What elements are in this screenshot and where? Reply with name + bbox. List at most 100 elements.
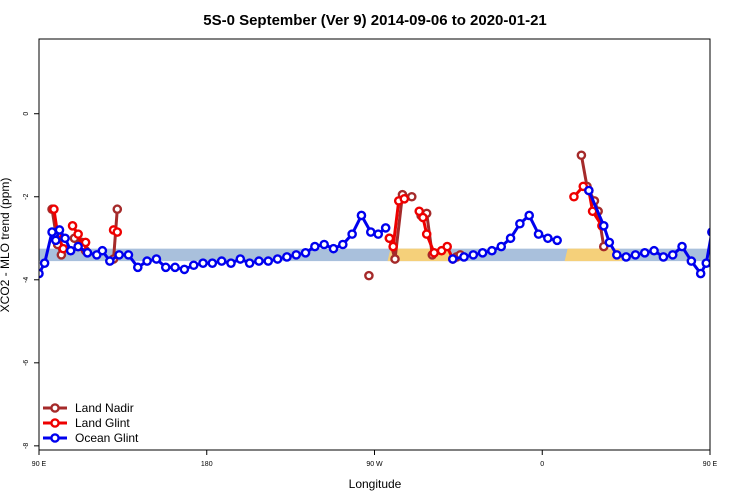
data-point — [82, 248, 93, 258]
legend-item: Ocean Glint — [43, 431, 139, 445]
x-tick-label: 90 E — [32, 461, 47, 468]
data-point — [216, 256, 227, 266]
x-tick-label: 0 — [540, 461, 544, 468]
data-point — [459, 252, 469, 262]
data-point — [188, 260, 199, 271]
data-point — [373, 229, 384, 239]
data-point — [235, 254, 246, 264]
data-point — [621, 252, 631, 262]
data-point — [418, 212, 428, 223]
data-point — [667, 250, 678, 260]
data-point — [151, 254, 162, 264]
data-point — [54, 225, 65, 235]
data-point — [533, 229, 544, 239]
data-point — [291, 250, 302, 260]
data-point — [47, 227, 57, 237]
y-tick-label: -4 — [23, 277, 30, 283]
data-point — [468, 250, 479, 260]
legend-label: Ocean Glint — [75, 431, 139, 445]
data-point — [380, 223, 391, 233]
chart-title: 5S-0 September (Ver 9) 2014-09-06 to 202… — [203, 12, 547, 29]
data-point — [244, 258, 255, 268]
y-axis: 0 -2 -4 -6 -8 — [23, 112, 39, 449]
legend-marker — [50, 403, 60, 413]
data-point — [112, 204, 123, 215]
data-point — [677, 241, 687, 252]
data-point — [477, 248, 488, 258]
data-point — [406, 191, 417, 202]
data-point — [114, 250, 124, 260]
data-point — [319, 239, 329, 250]
data-point — [496, 241, 507, 252]
reference-band — [39, 248, 710, 262]
data-point — [198, 258, 208, 268]
data-point — [524, 210, 535, 221]
y-axis-label: XCO2 - MLO trend (ppm) — [0, 178, 12, 313]
data-point — [123, 250, 134, 260]
data-point — [390, 254, 400, 264]
data-point — [658, 252, 669, 262]
data-point — [584, 185, 594, 196]
data-point — [447, 254, 458, 264]
data-point — [347, 229, 357, 239]
legend-marker — [50, 418, 60, 428]
data-point — [80, 237, 91, 248]
data-point — [49, 204, 59, 215]
data-point — [598, 221, 609, 231]
data-point — [576, 150, 587, 161]
x-axis: 90 E 180 90 W 0 90 E — [32, 450, 718, 468]
data-point — [254, 256, 264, 266]
reference-band-highlight — [564, 248, 623, 262]
legend-marker — [50, 433, 60, 443]
data-point — [105, 256, 115, 266]
data-point — [384, 233, 395, 244]
y-tick-label: -6 — [23, 360, 30, 366]
data-point — [272, 254, 283, 264]
legend-item: Land Nadir — [43, 401, 134, 415]
data-point — [179, 264, 190, 275]
data-point — [604, 237, 615, 248]
data-point — [58, 243, 69, 254]
data-point — [132, 262, 143, 273]
data-point — [695, 268, 706, 279]
data-point — [421, 229, 432, 239]
data-point — [226, 258, 236, 268]
data-point — [142, 256, 152, 266]
x-axis-label: Longitude — [349, 477, 402, 491]
data-point — [73, 241, 83, 252]
legend-label: Land Glint — [75, 416, 130, 430]
data-point — [67, 221, 78, 231]
data-point — [170, 262, 180, 273]
data-point — [639, 248, 650, 258]
x-tick-label: 90 E — [703, 461, 718, 468]
y-tick-label: 0 — [23, 112, 30, 116]
data-point — [612, 250, 622, 260]
y-tick-label: -8 — [23, 443, 30, 449]
data-point — [487, 245, 497, 256]
data-point — [50, 235, 61, 246]
data-point — [300, 248, 311, 258]
data-point — [328, 243, 339, 254]
data-point — [60, 233, 70, 244]
data-point — [338, 239, 348, 250]
data-point — [356, 210, 367, 221]
legend-label: Land Nadir — [75, 401, 134, 415]
data-point — [505, 233, 516, 244]
data-point — [282, 252, 292, 262]
data-point — [442, 241, 452, 252]
series-ocean-glint — [39, 185, 710, 279]
data-point — [310, 241, 320, 252]
data-point — [552, 235, 562, 246]
data-point — [686, 256, 697, 266]
data-point — [65, 245, 76, 256]
data-point — [701, 258, 710, 268]
y-tick-label: -2 — [23, 194, 30, 200]
data-point — [97, 245, 108, 256]
data-point — [429, 248, 439, 258]
data-point — [543, 233, 553, 244]
legend-item: Land Glint — [43, 416, 130, 430]
data-point — [73, 229, 83, 239]
data-point — [39, 258, 50, 268]
